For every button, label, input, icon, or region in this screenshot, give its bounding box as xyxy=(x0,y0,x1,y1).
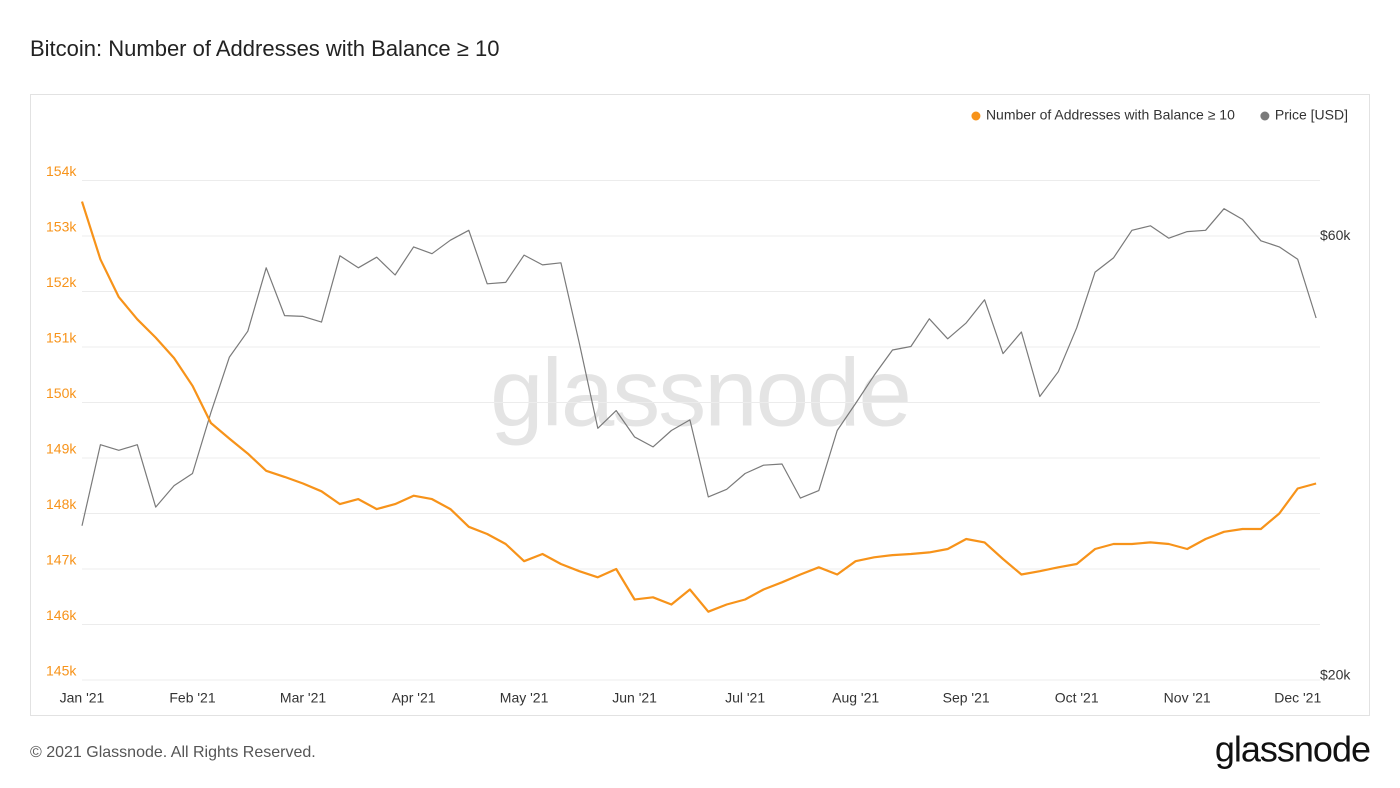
y2-tick-label: $20k xyxy=(1320,667,1351,683)
y-tick-label: 153k xyxy=(46,219,77,235)
x-tick-label: Jun '21 xyxy=(612,690,657,706)
legend-marker xyxy=(1260,111,1270,121)
watermark: glassnode xyxy=(490,339,910,446)
y-tick-label: 151k xyxy=(46,330,77,346)
y-tick-label: 150k xyxy=(46,385,77,401)
x-tick-label: Sep '21 xyxy=(943,690,990,706)
x-tick-label: Aug '21 xyxy=(832,690,879,706)
y-tick-label: 152k xyxy=(46,274,77,290)
legend-label: Number of Addresses with Balance ≥ 10 xyxy=(986,107,1235,123)
series-line xyxy=(80,201,1317,613)
y-tick-label: 145k xyxy=(46,663,77,679)
x-tick-label: Oct '21 xyxy=(1055,690,1099,706)
y-tick-label: 149k xyxy=(46,441,77,457)
x-tick-label: May '21 xyxy=(500,690,549,706)
chart-title: Bitcoin: Number of Addresses with Balanc… xyxy=(30,36,499,61)
y-tick-label: 147k xyxy=(46,552,77,568)
y2-tick-label: $60k xyxy=(1320,227,1351,243)
legend-label: Price [USD] xyxy=(1275,107,1348,123)
x-tick-label: Jan '21 xyxy=(60,690,105,706)
x-tick-label: Dec '21 xyxy=(1274,690,1321,706)
logo: glassnode xyxy=(1215,729,1370,770)
x-tick-label: Apr '21 xyxy=(392,690,436,706)
x-tick-label: Jul '21 xyxy=(725,690,765,706)
x-tick-label: Feb '21 xyxy=(169,690,215,706)
chart-frame xyxy=(30,94,1370,716)
x-tick-label: Mar '21 xyxy=(280,690,326,706)
copyright: © 2021 Glassnode. All Rights Reserved. xyxy=(30,744,316,761)
y-tick-label: 146k xyxy=(46,607,77,623)
series-line xyxy=(81,208,1317,526)
x-tick-label: Nov '21 xyxy=(1164,690,1211,706)
y-tick-label: 148k xyxy=(46,496,77,512)
legend-marker xyxy=(971,111,981,121)
y-tick-label: 154k xyxy=(46,163,77,179)
